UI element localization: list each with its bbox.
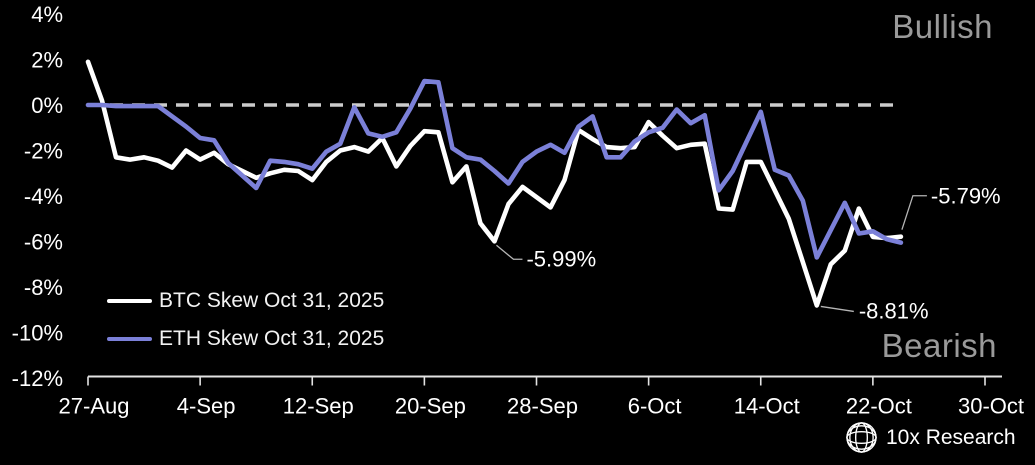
y-axis-label: -8% xyxy=(24,275,63,300)
branding-text: 10x Research xyxy=(886,425,1016,449)
y-axis-label: 2% xyxy=(31,48,63,73)
legend-label-btc: BTC Skew Oct 31, 2025 xyxy=(159,289,385,312)
x-axis-label: 12-Sep xyxy=(283,394,354,419)
x-axis-label: 4-Sep xyxy=(177,394,236,419)
x-axis-label: 22-Oct xyxy=(846,394,912,419)
y-axis-label: 4% xyxy=(31,2,63,27)
branding: 10x Research xyxy=(845,421,1016,454)
bullish-label: Bullish xyxy=(892,8,993,45)
annotation-label: -5.99% xyxy=(526,246,596,271)
x-axis-label: 28-Sep xyxy=(507,394,578,419)
y-axis-label: -6% xyxy=(24,230,63,255)
x-axis-label: 20-Sep xyxy=(395,394,466,419)
chart-legend: BTC Skew Oct 31, 2025 ETH Skew Oct 31, 2… xyxy=(107,289,384,351)
btc-skew-line xyxy=(85,59,904,308)
y-axis-label: -10% xyxy=(12,321,63,346)
legend-item-eth: ETH Skew Oct 31, 2025 xyxy=(107,327,384,351)
x-axis-label: 30-Oct xyxy=(958,394,1024,419)
wireframe-globe-icon xyxy=(846,422,877,453)
y-axis-label: -12% xyxy=(12,366,63,391)
eth-line-swatch xyxy=(107,336,152,342)
x-axis-label: 14-Oct xyxy=(734,394,800,419)
annotation-label: -8.81% xyxy=(859,298,929,323)
eth-skew-line xyxy=(85,78,904,260)
legend-item-btc: BTC Skew Oct 31, 2025 xyxy=(107,289,384,313)
x-axis-label: 6-Oct xyxy=(628,394,682,419)
bearish-label: Bearish xyxy=(881,327,997,364)
annotation-label: -5.79% xyxy=(931,184,1001,209)
annotation-leader-line xyxy=(496,244,523,260)
annotation-leader-line xyxy=(901,195,927,230)
annotation-leader-line xyxy=(820,305,854,313)
legend-label-eth: ETH Skew Oct 31, 2025 xyxy=(159,327,385,350)
btc-line-swatch xyxy=(107,298,152,304)
y-axis-label: 0% xyxy=(31,93,63,118)
y-axis-label: -2% xyxy=(24,139,63,164)
x-axis-label: 27-Aug xyxy=(59,394,130,419)
y-axis-label: -4% xyxy=(24,184,63,209)
